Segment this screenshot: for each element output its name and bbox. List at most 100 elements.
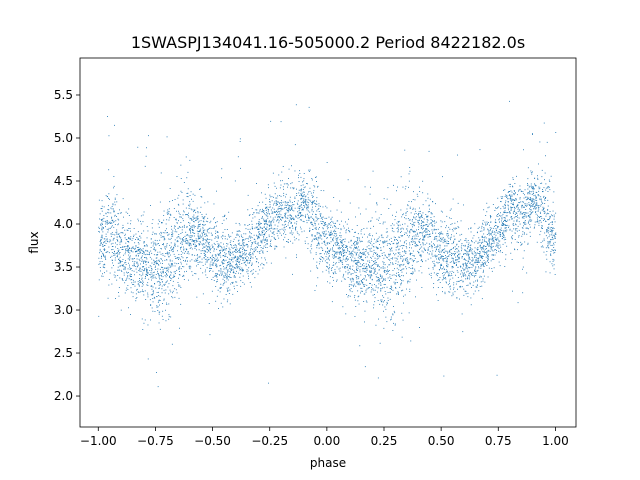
data-point <box>208 250 210 252</box>
data-point <box>289 205 291 207</box>
data-point <box>235 273 237 274</box>
data-point <box>328 251 330 253</box>
data-point <box>99 252 100 254</box>
data-point <box>511 200 513 201</box>
data-point <box>351 244 353 246</box>
data-point <box>168 283 170 285</box>
data-point <box>151 273 153 275</box>
data-point <box>368 260 370 262</box>
data-point <box>129 275 131 277</box>
data-point <box>547 237 548 239</box>
data-point <box>414 221 416 223</box>
data-point <box>418 252 420 254</box>
data-point <box>476 248 478 250</box>
data-point <box>370 270 372 272</box>
data-point <box>539 216 541 217</box>
data-point <box>197 228 199 229</box>
data-point <box>476 270 478 272</box>
data-point <box>237 291 238 292</box>
data-point <box>493 240 495 242</box>
data-point <box>243 239 245 240</box>
data-point <box>387 243 389 244</box>
data-point <box>524 214 526 216</box>
data-point <box>201 214 203 215</box>
data-point <box>230 271 231 273</box>
data-point <box>478 257 480 259</box>
data-point <box>540 221 542 223</box>
data-point <box>451 253 453 255</box>
data-point <box>543 218 545 220</box>
data-point <box>132 265 134 267</box>
data-point <box>542 246 544 248</box>
data-point <box>99 248 101 250</box>
data-point <box>272 212 274 214</box>
data-point <box>471 240 472 242</box>
data-point <box>127 289 129 290</box>
data-point <box>406 257 408 259</box>
data-point <box>511 195 513 197</box>
data-point <box>105 195 107 197</box>
data-point <box>442 258 444 260</box>
data-point <box>528 199 530 200</box>
data-point <box>190 208 192 210</box>
data-point <box>428 150 430 152</box>
data-point <box>418 213 419 214</box>
data-point <box>401 227 403 229</box>
data-point <box>114 250 115 252</box>
data-point <box>411 201 412 203</box>
data-point <box>108 246 110 248</box>
data-point <box>168 314 170 316</box>
data-point <box>156 254 158 256</box>
data-point <box>333 237 335 239</box>
data-point <box>381 252 383 254</box>
data-point <box>548 230 550 232</box>
data-point <box>472 265 474 267</box>
data-point <box>391 250 393 252</box>
data-point <box>316 210 318 212</box>
data-point <box>262 264 264 265</box>
data-point <box>543 238 545 240</box>
data-point <box>492 243 494 244</box>
data-point <box>422 261 423 263</box>
data-point <box>200 253 202 254</box>
data-point <box>143 241 145 243</box>
data-point <box>130 220 132 222</box>
data-point <box>497 216 499 217</box>
data-point <box>196 265 197 267</box>
data-point <box>172 292 173 294</box>
data-point <box>298 177 299 179</box>
data-point <box>188 253 190 255</box>
data-point <box>397 272 399 273</box>
data-point <box>100 219 102 220</box>
data-point <box>211 260 213 262</box>
data-point <box>133 228 135 229</box>
data-point <box>436 240 438 242</box>
data-point <box>157 263 159 265</box>
data-point <box>537 207 539 209</box>
data-point <box>120 240 122 241</box>
data-point <box>467 276 469 278</box>
data-point <box>500 201 502 203</box>
data-point <box>481 241 483 243</box>
data-point <box>500 196 502 198</box>
data-point <box>354 295 356 296</box>
data-point <box>411 241 412 243</box>
data-point <box>203 218 205 220</box>
data-point <box>383 257 385 259</box>
data-point <box>277 204 278 206</box>
data-point <box>285 223 286 225</box>
data-point <box>360 280 362 282</box>
data-point <box>277 214 279 216</box>
data-point <box>215 300 217 302</box>
data-point <box>159 251 161 253</box>
data-point <box>504 203 506 205</box>
data-point <box>270 245 271 247</box>
data-point <box>171 246 172 248</box>
data-point <box>547 246 549 248</box>
data-point <box>441 268 443 270</box>
data-point <box>196 254 198 256</box>
data-point <box>192 193 194 195</box>
data-point <box>405 252 407 254</box>
data-point <box>510 206 512 208</box>
data-point <box>502 243 504 245</box>
